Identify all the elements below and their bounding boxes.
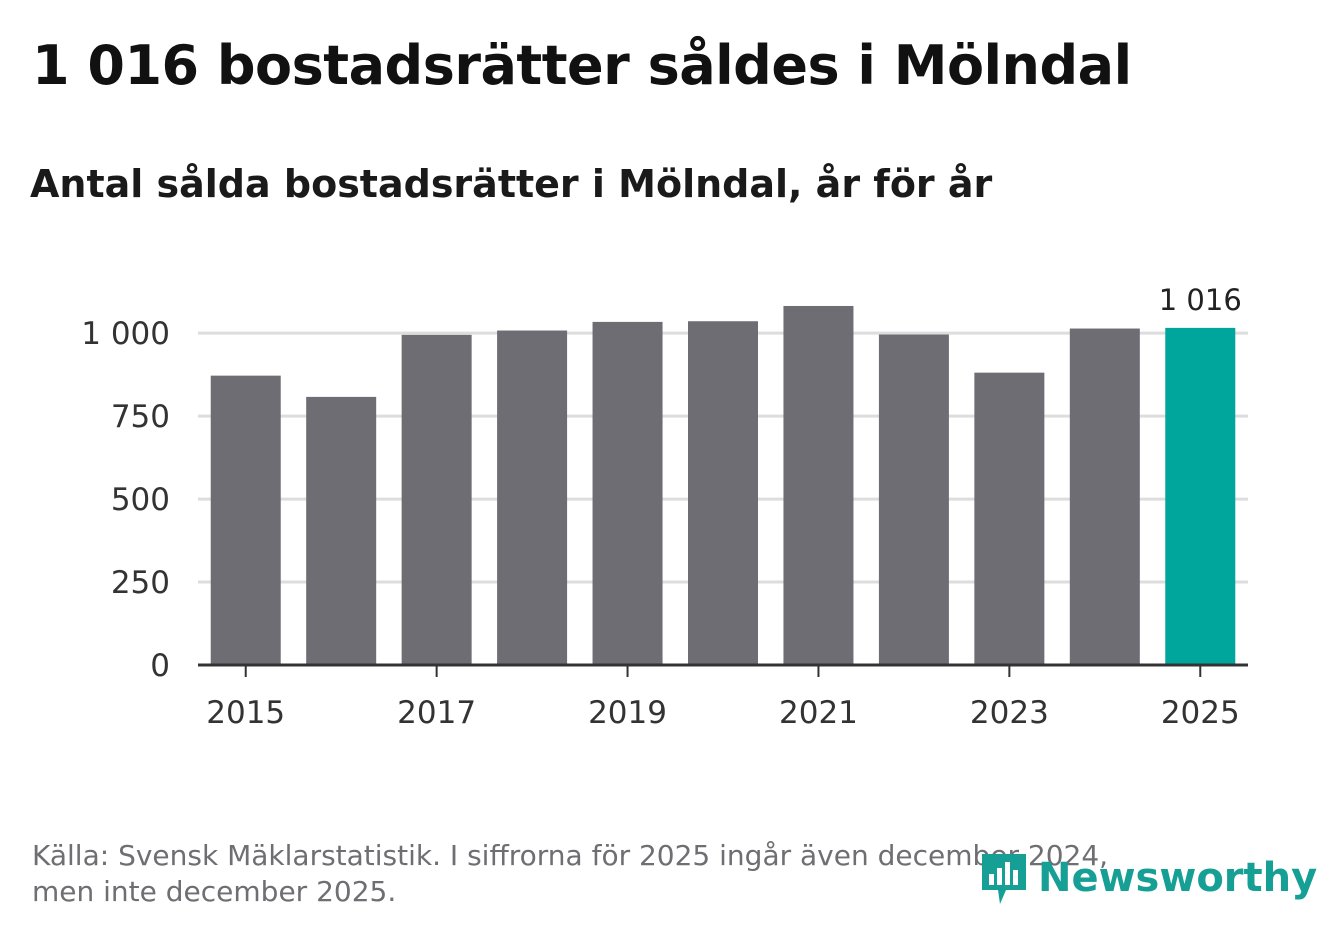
bars <box>210 305 1236 665</box>
x-axis-labels: 2015 2017 2019 2021 2023 2025 <box>206 665 1240 731</box>
x-tick-label-2025: 2025 <box>1161 695 1240 731</box>
chart-subtitle: Antal sålda bostadsrätter i Mölndal, år … <box>30 162 993 206</box>
y-tick-label-0: 0 <box>150 648 170 684</box>
y-axis-labels: 0 250 500 750 1 000 <box>81 316 170 684</box>
bar-2019 <box>592 321 663 665</box>
bar-2025 <box>1165 327 1236 665</box>
bar-2017 <box>401 334 472 665</box>
bar-2018 <box>497 330 568 665</box>
bar-chart: 0 250 500 750 1 000 2015 2017 2019 2021 2023 2025… <box>81 283 1248 731</box>
source-note-line-1: Källa: Svensk Mäklarstatistik. I siffror… <box>32 839 1109 872</box>
x-tick-label-2017: 2017 <box>397 695 476 731</box>
annotations: 1 016 <box>1159 283 1242 317</box>
bar-2023 <box>974 372 1045 665</box>
newsworthy-bar-icon <box>982 854 1026 904</box>
y-tick-label-500: 500 <box>111 482 170 518</box>
bar-2024 <box>1069 328 1140 665</box>
newsworthy-logo: Newsworthy <box>980 848 1317 908</box>
bar-2020 <box>688 321 758 665</box>
x-tick-label-2021: 2021 <box>779 695 858 731</box>
chart-title: 1 016 bostadsrätter såldes i Mölndal <box>32 34 1132 97</box>
x-tick-label-2019: 2019 <box>588 695 667 731</box>
brand-name: Newsworthy <box>1038 855 1318 901</box>
source-note-line-2: men inte december 2025. <box>32 875 397 908</box>
bar-2022 <box>878 334 949 665</box>
y-tick-label-1000: 1 000 <box>81 316 170 352</box>
source-note: Källa: Svensk Mäklarstatistik. I siffror… <box>32 838 1232 910</box>
bar-2021 <box>783 305 854 665</box>
bar-2015 <box>210 375 281 665</box>
y-tick-label-250: 250 <box>111 565 170 601</box>
y-tick-label-750: 750 <box>111 399 170 435</box>
x-tick-label-2023: 2023 <box>970 695 1049 731</box>
bar-2016 <box>306 396 377 665</box>
x-tick-label-2015: 2015 <box>206 695 285 731</box>
value-label-2025: 1 016 <box>1159 283 1242 317</box>
